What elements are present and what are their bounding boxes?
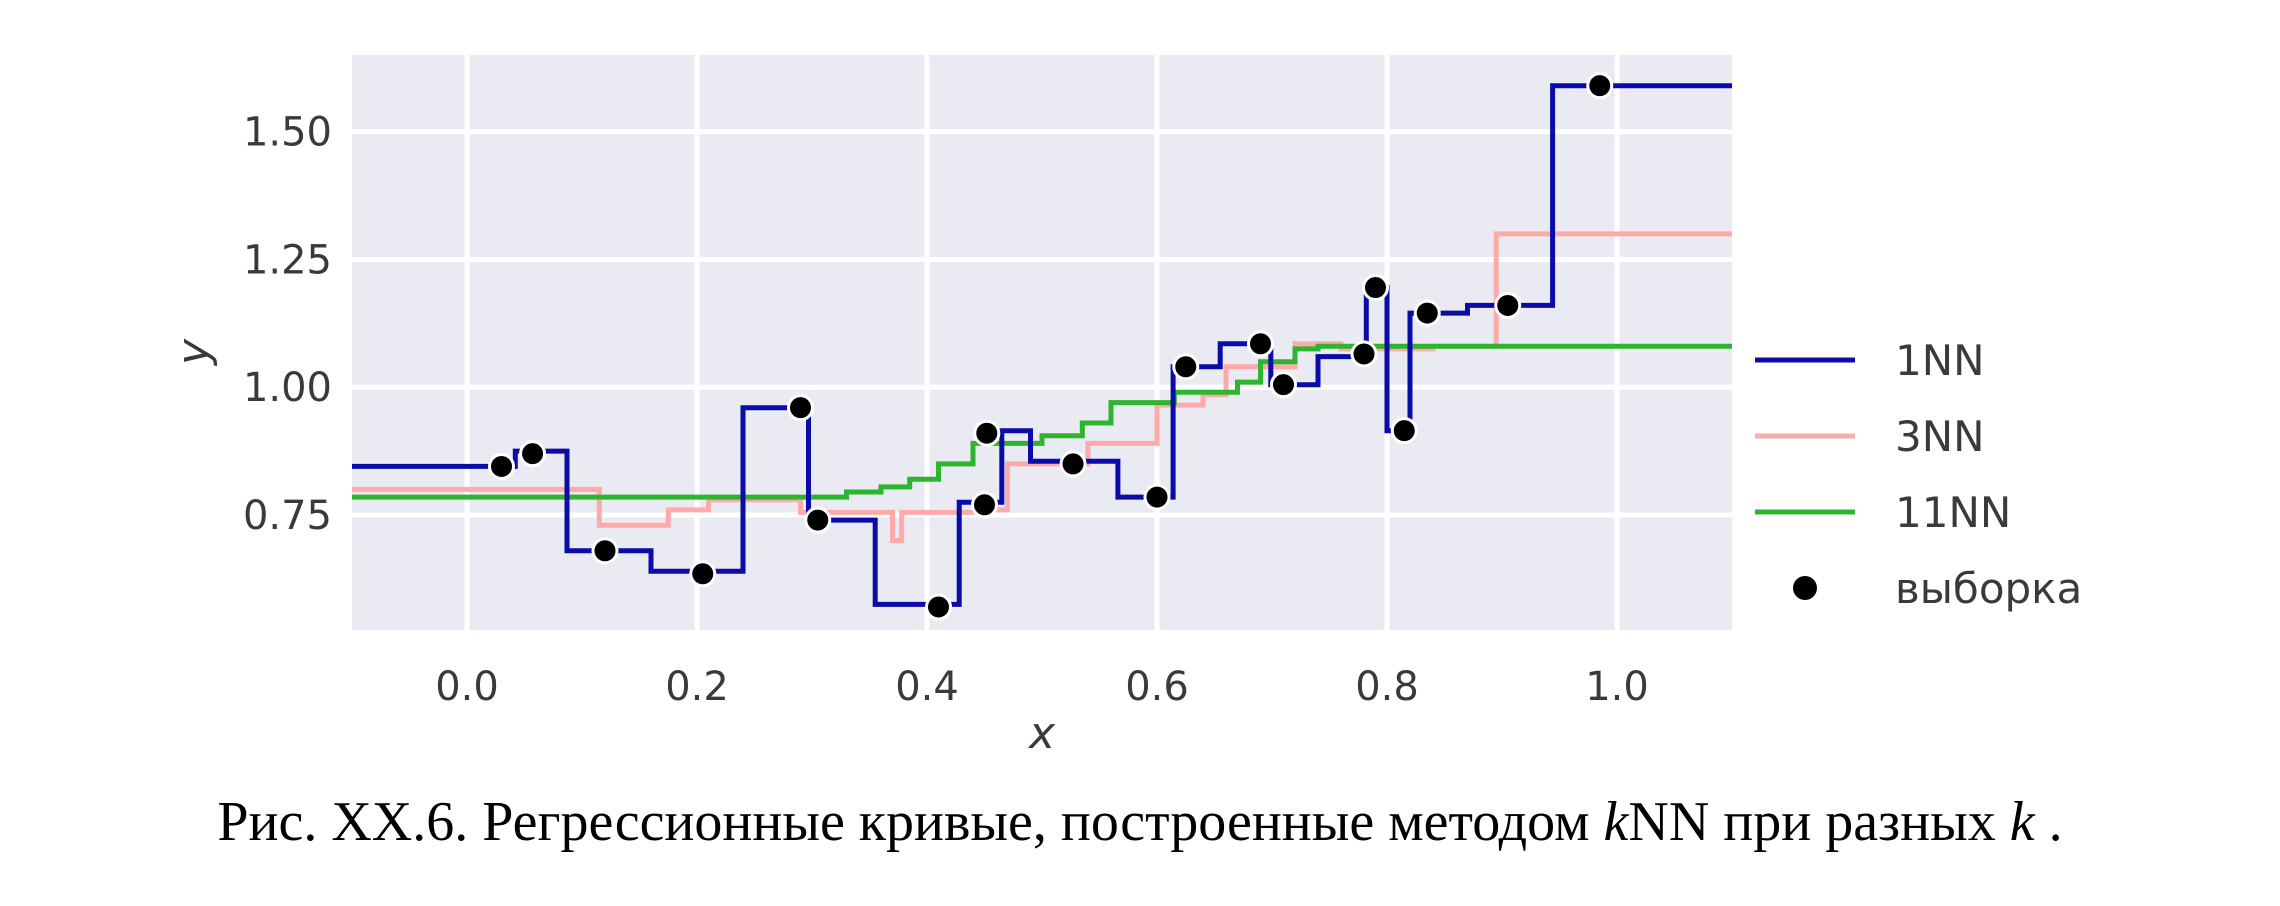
x-tick-label: 0.4: [895, 664, 959, 710]
sample-points: [488, 72, 1614, 621]
plot-area: [352, 55, 1732, 630]
sample-point: [804, 506, 832, 534]
legend-label-points: выборка: [1895, 564, 2082, 613]
series-line-11nn: [352, 343, 1732, 500]
sample-point: [1172, 353, 1200, 381]
caption-prefix: Рис. XX.6. Регрессионные кривые, построе…: [217, 791, 1604, 853]
x-axis-label: x: [1027, 708, 1056, 759]
caption-mid: NN при разных: [1628, 791, 2010, 853]
y-tick-label: 1.00: [243, 365, 332, 411]
figure-caption: Рис. XX.6. Регрессионные кривые, построе…: [0, 790, 2280, 854]
y-tick-label: 1.25: [243, 237, 332, 283]
caption-k-1: k: [1603, 791, 1629, 853]
caption-k-2: k: [2009, 791, 2035, 853]
y-tick-label: 1.50: [243, 110, 332, 156]
x-tick-label: 0.6: [1125, 664, 1189, 710]
sample-point: [1586, 72, 1614, 100]
sample-point: [925, 593, 952, 621]
sample-point: [1059, 450, 1087, 478]
x-tick-label: 0.2: [665, 664, 729, 710]
caption-suffix: .: [2034, 791, 2063, 853]
legend-swatch-points: [1793, 576, 1817, 600]
sample-point: [1390, 417, 1418, 445]
regression-chart: 0.0 0.2 0.4 0.6 0.8 1.0 0.751.001.251.50 x y …: [168, 55, 2082, 759]
sample-point: [1247, 330, 1274, 358]
legend-label-3nn: 3NN: [1895, 412, 1985, 461]
x-tick-label: 0.8: [1355, 664, 1419, 710]
y-tick-labels: 0.75 1.00 1.25 1.50: [243, 110, 332, 539]
sample-point: [971, 491, 998, 519]
x-tick-label: 0.0: [435, 664, 499, 710]
sample-point: [488, 452, 515, 480]
sample-point: [1494, 291, 1522, 319]
legend: 1NN 3NN 11NN выборка: [1755, 336, 2082, 613]
y-axis-label: y: [168, 338, 219, 367]
sample-point: [689, 560, 717, 588]
sample-point: [591, 537, 619, 565]
sample-point: [1413, 299, 1441, 327]
sample-point: [519, 440, 547, 468]
sample-point: [973, 419, 1001, 447]
sample-point: [1350, 340, 1378, 368]
sample-point: [787, 394, 814, 422]
legend-label-11nn: 11NN: [1895, 488, 2011, 537]
y-tick-label: 0.75: [243, 493, 332, 539]
sample-point: [1362, 274, 1389, 302]
x-tick-label: 1.0: [1585, 664, 1649, 710]
sample-point: [1270, 371, 1297, 399]
sample-point: [1143, 483, 1171, 511]
legend-label-1nn: 1NN: [1895, 336, 1985, 385]
x-tick-labels: 0.0 0.2 0.4 0.6 0.8 1.0: [435, 664, 1649, 710]
